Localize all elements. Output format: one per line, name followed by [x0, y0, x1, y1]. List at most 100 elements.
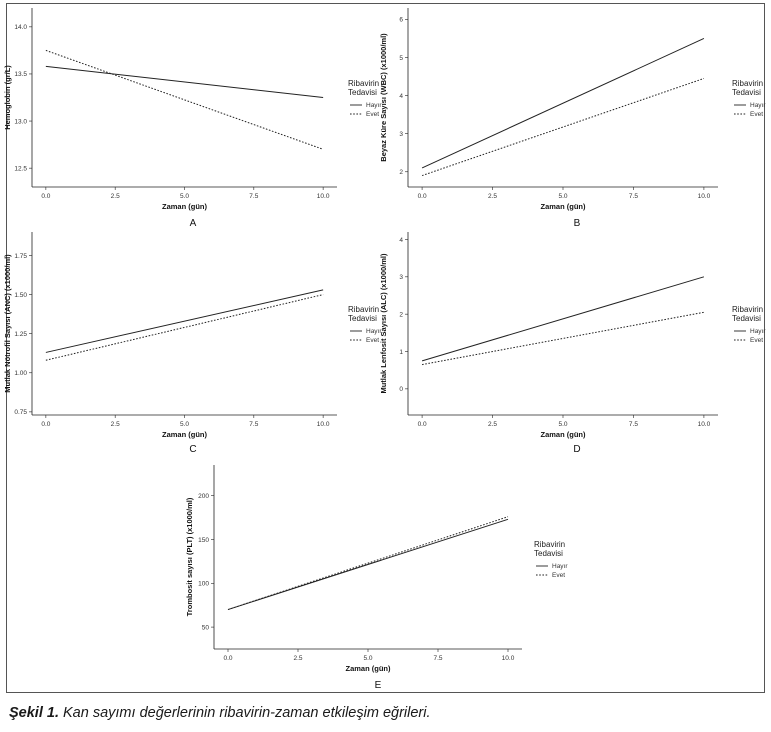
series-line-hayir	[421, 38, 705, 169]
legend-title-line2: Tedavisi	[348, 88, 377, 97]
chart-panel-b: 0.0 2.5 5.0 7.5 10.0 2 3 4 5 6 Zaman (gün) Beyaz Kü…	[379, 8, 766, 229]
x-tick-label: 2.5	[488, 193, 497, 200]
x-tick-label: 2.5	[111, 421, 120, 428]
legend-title-line2: Tedavisi	[534, 549, 563, 558]
series-line-hayir	[45, 65, 324, 98]
chart-panel-d: 0.0 2.5 5.0 7.5 10.0 0 1 2 3 4 Zaman (gün) Mutlak L…	[379, 232, 766, 455]
chart-panel-a: 0.0 2.5 5.0 7.5 10.0 12.5 13.0 13.5 14.0 Zaman (g…	[3, 8, 382, 229]
figure-frame	[6, 3, 765, 693]
x-tick-label: 0.0	[418, 421, 427, 428]
x-tick-label: 10.0	[698, 193, 711, 200]
y-tick-label: 4	[399, 237, 403, 244]
x-tick-label: 0.0	[41, 193, 50, 200]
y-axis-label: Mutlak Nötrofil Sayısı (ANC) (x1000/ml)	[3, 254, 12, 393]
legend-title-line2: Tedavisi	[348, 314, 377, 323]
y-axis-label: Trombosit sayısı (PLT) (x1000/ml)	[185, 497, 194, 616]
y-tick-label: 6	[399, 17, 403, 24]
legend-title-line1: Ribavirin	[534, 540, 565, 549]
x-axis-label: Zaman (gün)	[162, 430, 207, 439]
figure-caption: Şekil 1. Kan sayımı değerlerinin ribavir…	[9, 705, 430, 721]
x-tick-label: 0.0	[223, 655, 232, 662]
series-line-evet	[421, 311, 705, 366]
x-tick-label: 7.5	[249, 421, 258, 428]
caption-label: Şekil 1.	[9, 705, 59, 721]
legend-item-evet: Evet	[366, 337, 379, 344]
series-line-evet	[45, 294, 324, 361]
y-tick-label: 2	[399, 169, 403, 176]
y-tick-label: 3	[399, 131, 403, 138]
x-tick-label: 10.0	[317, 193, 330, 200]
legend-title-line1: Ribavirin	[732, 79, 763, 88]
legend-item-evet: Evet	[552, 572, 565, 579]
y-tick-label: 4	[399, 93, 403, 100]
legend-item-evet: Evet	[750, 111, 763, 118]
x-axis-label: Zaman (gün)	[162, 202, 207, 211]
y-tick-label: 100	[198, 581, 209, 588]
y-tick-label: 0.75	[14, 409, 27, 416]
y-tick-label: 150	[198, 537, 209, 544]
caption-text: Kan sayımı değerlerinin ribavirin-zaman …	[58, 705, 431, 721]
y-tick-label: 13.0	[14, 118, 27, 125]
y-tick-label: 13.5	[14, 71, 27, 78]
legend-title-line2: Tedavisi	[732, 88, 761, 97]
legend-title-line1: Ribavirin	[348, 79, 379, 88]
panel-letter: D	[573, 444, 580, 455]
y-tick-label: 3	[399, 274, 403, 281]
legend-title-line2: Tedavisi	[732, 314, 761, 323]
chart-panel-e: 0.0 2.5 5.0 7.5 10.0 50 100 150 200 Zaman (gün) Tr…	[185, 465, 568, 691]
x-tick-label: 5.0	[363, 655, 372, 662]
panel-letter: C	[189, 444, 196, 455]
series-line-evet	[227, 516, 509, 611]
y-tick-label: 1.50	[14, 292, 27, 299]
x-tick-label: 2.5	[488, 421, 497, 428]
panel-letter: E	[375, 680, 382, 691]
x-tick-label: 7.5	[629, 421, 638, 428]
x-tick-label: 2.5	[293, 655, 302, 662]
x-tick-label: 7.5	[249, 193, 258, 200]
chart-panel-c: 0.0 2.5 5.0 7.5 10.0 0.75 1.00 1.25 1.50 1.75 Zama…	[3, 232, 382, 455]
legend-title-line1: Ribavirin	[348, 305, 379, 314]
series-line-evet	[421, 77, 705, 177]
legend-item-hayir: Hayır	[750, 102, 766, 109]
series-line-evet	[45, 49, 324, 150]
x-tick-label: 7.5	[629, 193, 638, 200]
y-tick-label: 12.5	[14, 165, 27, 172]
series-line-hayir	[227, 518, 509, 611]
legend-item-evet: Evet	[366, 111, 379, 118]
y-tick-label: 1.75	[14, 253, 27, 260]
y-axis-label: Beyaz Küre Sayısı (WBC) (x1000/ml)	[379, 33, 388, 162]
y-tick-label: 1.25	[14, 331, 27, 338]
y-tick-label: 14.0	[14, 24, 27, 31]
y-axis-label: Mutlak Lenfosit Sayısı (ALC) (x1000/ml)	[379, 253, 388, 394]
series-line-hayir	[421, 276, 705, 362]
series-line-hayir	[45, 289, 324, 353]
y-tick-label: 5	[399, 55, 403, 62]
x-tick-label: 10.0	[502, 655, 515, 662]
legend-title-line1: Ribavirin	[732, 305, 763, 314]
legend-item-hayir: Hayır	[552, 563, 568, 570]
y-tick-label: 200	[198, 493, 209, 500]
x-axis-label: Zaman (gün)	[541, 430, 586, 439]
panel-letter: A	[190, 218, 197, 229]
x-tick-label: 5.0	[558, 421, 567, 428]
x-tick-label: 0.0	[418, 193, 427, 200]
legend-item-hayir: Hayır	[750, 328, 766, 335]
panel-letter: B	[574, 218, 581, 229]
x-tick-label: 10.0	[698, 421, 711, 428]
y-tick-label: 2	[399, 311, 403, 318]
x-tick-label: 5.0	[180, 421, 189, 428]
x-tick-label: 0.0	[41, 421, 50, 428]
x-axis-label: Zaman (gün)	[541, 202, 586, 211]
x-tick-label: 5.0	[558, 193, 567, 200]
x-tick-label: 2.5	[111, 193, 120, 200]
legend-item-evet: Evet	[750, 337, 763, 344]
y-tick-label: 1.00	[14, 370, 27, 377]
x-tick-label: 7.5	[433, 655, 442, 662]
x-tick-label: 5.0	[180, 193, 189, 200]
x-axis-label: Zaman (gün)	[346, 664, 391, 673]
